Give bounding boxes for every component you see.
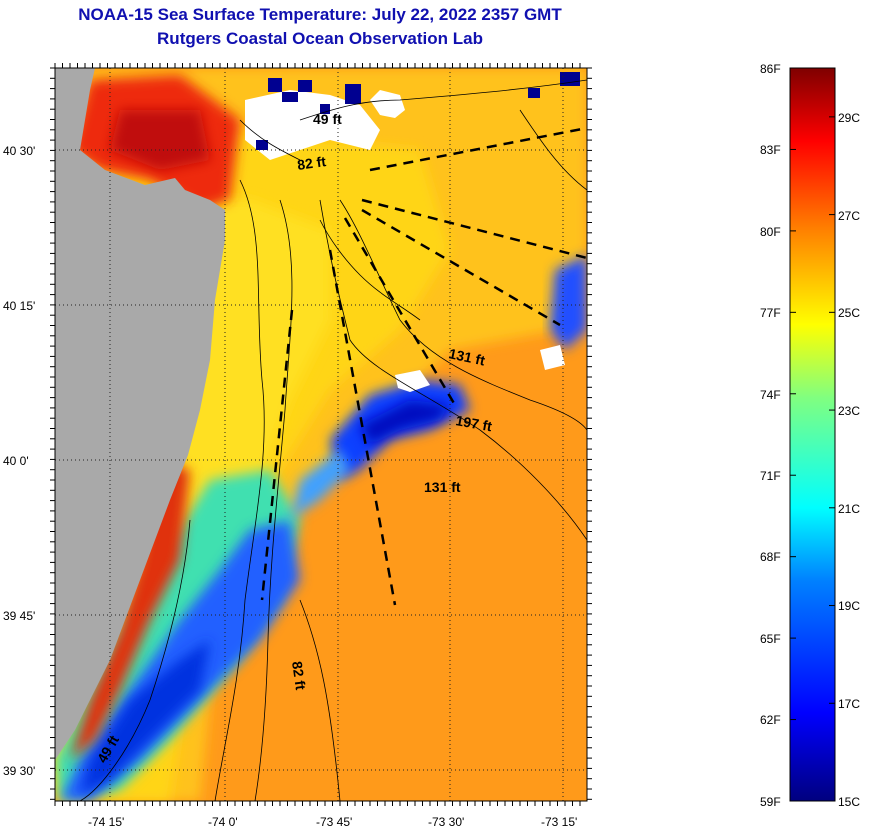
lat-label: 40 30' — [3, 144, 36, 158]
colorbar-c-label: 23C — [838, 404, 861, 418]
colorbar-f-label: 71F — [760, 469, 781, 483]
colorbar — [789, 67, 836, 802]
depth-label: 197 ft — [454, 412, 493, 434]
depth-label: 49 ft — [313, 111, 342, 127]
map-frame — [54, 67, 588, 802]
axis-ticks — [50, 63, 592, 806]
map-title: NOAA-15 Sea Surface Temperature: July 22… — [78, 5, 562, 24]
colorbar-c-label: 25C — [838, 306, 861, 320]
colorbar-f-label: 83F — [760, 143, 781, 157]
lat-label: 39 45' — [3, 609, 36, 623]
colorbar-f-label: 86F — [760, 62, 781, 76]
colorbar-c-label: 29C — [838, 111, 861, 125]
lon-label: -73 30' — [428, 815, 465, 829]
lon-label: -74 0' — [208, 815, 238, 829]
lat-label: 39 30' — [3, 764, 36, 778]
lat-label: 40 0' — [3, 454, 29, 468]
lon-label: -73 45' — [316, 815, 353, 829]
colorbar-f-label: 62F — [760, 713, 781, 727]
colorbar-c-label: 21C — [838, 502, 861, 516]
depth-label: 131 ft — [424, 479, 461, 495]
colorbar-c-label: 17C — [838, 697, 861, 711]
colorbar-f-label: 65F — [760, 632, 781, 646]
colorbar-f-label: 74F — [760, 388, 781, 402]
colorbar-ticks — [790, 67, 835, 802]
map-subtitle: Rutgers Coastal Ocean Observation Lab — [157, 29, 483, 48]
colorbar-f-label: 68F — [760, 550, 781, 564]
colorbar-f-label: 80F — [760, 225, 781, 239]
lat-label: 40 15' — [3, 299, 36, 313]
lon-label: -74 15' — [88, 815, 125, 829]
colorbar-c-label: 19C — [838, 599, 861, 613]
depth-label: 131 ft — [447, 345, 486, 368]
sst-field — [55, 68, 587, 801]
colorbar-c-label: 27C — [838, 209, 861, 223]
colorbar-f-label: 77F — [760, 306, 781, 320]
colorbar-c-label: 15C — [838, 795, 861, 809]
depth-label: 82 ft — [296, 153, 327, 173]
lon-label: -73 15' — [541, 815, 578, 829]
colorbar-f-label: 59F — [760, 795, 781, 809]
depth-label: 82 ft — [289, 660, 309, 691]
